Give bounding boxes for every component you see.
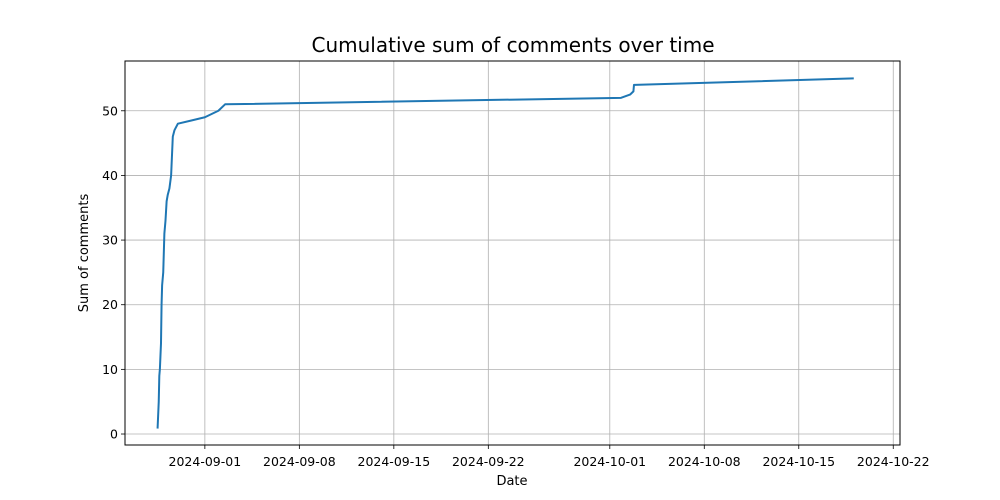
grid-lines <box>125 61 900 445</box>
x-tick-label: 2024-09-15 <box>358 454 431 469</box>
x-tick-label: 2024-10-01 <box>573 454 646 469</box>
y-tick-label: 30 <box>102 233 118 248</box>
chart-title: Cumulative sum of comments over time <box>311 33 714 57</box>
x-tick-label: 2024-10-08 <box>668 454 741 469</box>
plot-frame <box>124 60 901 446</box>
y-axis-label: Sum of comments <box>77 194 92 313</box>
series-group <box>156 77 854 429</box>
series-line <box>156 77 854 429</box>
y-tick-label: 0 <box>110 427 118 442</box>
y-tick-label: 10 <box>102 362 118 377</box>
y-tick-label: 50 <box>102 103 118 118</box>
y-tick-label: 20 <box>102 297 118 312</box>
x-tick-label: 2024-10-15 <box>762 454 835 469</box>
x-tick-label: 2024-09-08 <box>263 454 336 469</box>
x-axis-label: Date <box>496 474 527 489</box>
x-tick-label: 2024-09-01 <box>169 454 242 469</box>
x-tick-label: 2024-10-22 <box>857 454 930 469</box>
y-axis: 0 10 20 30 40 50 <box>102 103 125 442</box>
y-tick-label: 40 <box>102 168 118 183</box>
x-axis: 2024-09-01 2024-09-08 2024-09-15 2024-09-22… <box>169 445 930 469</box>
x-tick-label: 2024-09-22 <box>452 454 525 469</box>
